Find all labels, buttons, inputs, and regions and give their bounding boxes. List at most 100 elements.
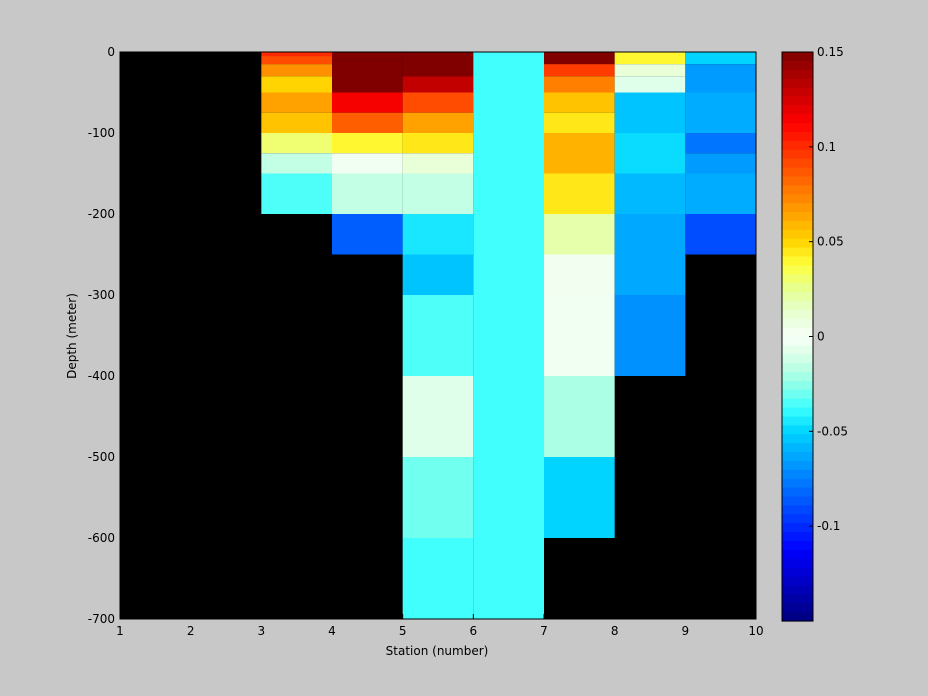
colorbar-band (782, 176, 813, 186)
heatmap-cell (685, 214, 756, 255)
colorbar-band (782, 274, 813, 284)
heatmap-cell (614, 173, 686, 214)
colorbar-band (782, 354, 813, 364)
colorbar-band (782, 132, 813, 142)
colorbar-band (782, 318, 813, 329)
colorbar-band (782, 540, 813, 551)
colorbar-band (782, 283, 813, 293)
heatmap-cell (614, 133, 686, 174)
colorbar-band (782, 87, 813, 98)
colorbar-band (782, 194, 813, 204)
heatmap-cell (685, 153, 756, 174)
colorbar-band (782, 434, 813, 444)
colorbar-band (782, 514, 813, 524)
heatmap-cell (614, 52, 686, 65)
heatmap-cell (402, 153, 474, 174)
colorbar-band (782, 256, 813, 266)
y-tick-label: -400 (88, 369, 115, 383)
colorbar-band (782, 167, 813, 178)
colorbar-band (782, 363, 813, 373)
heatmap-cell (332, 92, 403, 113)
y-tick-label: -200 (88, 207, 115, 221)
x-tick-label: 7 (540, 624, 548, 638)
colorbar-band (782, 114, 813, 124)
x-tick-label: 4 (328, 624, 336, 638)
colorbar-band (782, 372, 813, 382)
heatmap-cell (332, 153, 403, 174)
colorbar-band (782, 558, 813, 569)
colorbar-band (782, 185, 813, 195)
heatmap-cell (544, 295, 615, 376)
heatmap-cell (614, 92, 686, 133)
heatmap-cell (402, 214, 474, 255)
colorbar-band (782, 336, 813, 346)
heatmap-cell (402, 76, 474, 93)
colorbar-band (782, 523, 813, 533)
colorbar-band (782, 443, 813, 453)
colorbar-band (782, 309, 813, 320)
plot-frame (119, 51, 757, 620)
x-tick-label: 10 (748, 624, 763, 638)
heatmap-cell (544, 52, 615, 65)
colorbar-band (782, 567, 813, 578)
colorbar-band (782, 576, 813, 587)
colorbar-band (782, 149, 813, 160)
heatmap-cell (261, 133, 332, 154)
heatmap-cell (402, 173, 474, 214)
colorbar-band (782, 265, 813, 275)
heatmap-cell (402, 112, 474, 133)
heatmap-cell (402, 295, 474, 376)
x-tick-label: 1 (116, 624, 124, 638)
colorbar-band (782, 478, 813, 489)
heatmap-cell (544, 133, 615, 174)
y-axis-ticks: 0 -100 -200 -300 -400 -500 -600 -700 (88, 45, 125, 626)
colorbar-band (782, 345, 813, 355)
heatmap-cell (332, 60, 403, 93)
colorbar-band (782, 78, 813, 89)
heatmap-cell (614, 76, 686, 93)
colorbar-tick-label: 0.1 (817, 140, 836, 154)
colorbar-tick-label: 0.15 (817, 45, 844, 59)
heatmap-cell (473, 52, 544, 619)
colorbar-band (782, 496, 813, 507)
colorbar-band (782, 380, 813, 391)
heatmap-cell (261, 153, 332, 174)
colorbar-tick-label: -0.05 (817, 424, 848, 438)
colorbar-band (782, 60, 813, 71)
colorbar-band (782, 549, 813, 560)
heatmap-cell (685, 173, 756, 214)
colorbar-band (782, 416, 813, 427)
y-axis-label: Depth (meter) (65, 293, 79, 379)
colorbar-tick-label: -0.1 (817, 519, 840, 533)
colorbar-band (782, 532, 813, 542)
x-axis-label: Station (number) (386, 644, 489, 658)
heatmap-cell (544, 112, 615, 133)
plot-area (119, 51, 757, 620)
colorbar-band (782, 585, 813, 595)
colorbar-bands (782, 52, 813, 622)
colorbar-band (782, 212, 813, 222)
heatmap-cell (402, 52, 474, 77)
colorbar-band (782, 229, 813, 240)
x-tick-label: 9 (682, 624, 690, 638)
heatmap-cell (614, 295, 686, 376)
x-tick-label: 8 (611, 624, 619, 638)
heatmap-cell (685, 92, 756, 133)
colorbar-band (782, 327, 813, 338)
colorbar-ticks: 0.15 0.1 0.05 0 -0.05 -0.1 (809, 45, 848, 533)
x-tick-label: 5 (399, 624, 407, 638)
colorbar-band (782, 460, 813, 471)
heatmap-cell (614, 64, 686, 77)
colorbar-band (782, 105, 813, 115)
heatmap-cell (402, 254, 474, 295)
heatmap-cell (332, 133, 403, 154)
heatmap-cell (402, 376, 474, 457)
x-axis-ticks: 1 2 3 4 5 6 7 8 9 10 (116, 614, 764, 638)
colorbar-band (782, 398, 813, 409)
heatmap-cell (614, 214, 686, 295)
heatmap-cell (544, 64, 615, 77)
colorbar-band (782, 96, 813, 106)
heatmap-cell (544, 457, 615, 538)
colorbar-band (782, 452, 813, 462)
y-tick-label: -300 (88, 288, 115, 302)
